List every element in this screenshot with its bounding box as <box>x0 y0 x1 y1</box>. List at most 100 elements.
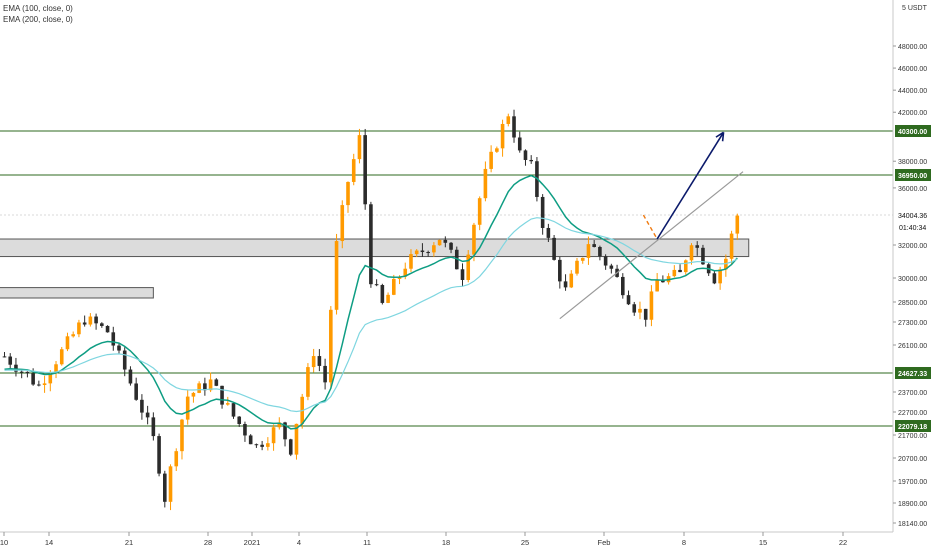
price-tick-label: 27300.00 <box>898 320 927 327</box>
level-price-badge[interactable] <box>895 366 931 379</box>
candle-body <box>351 159 356 182</box>
price-tick-label: 22700.00 <box>898 410 927 417</box>
candle-body <box>214 379 219 386</box>
candle-body <box>283 422 287 440</box>
candle-body <box>329 309 333 383</box>
candle-body <box>237 416 242 425</box>
ema100-legend[interactable]: EMA (100, close, 0) <box>3 4 73 13</box>
candle-body <box>575 260 579 274</box>
candle-body <box>54 364 58 374</box>
candle-body <box>495 148 499 152</box>
candle-body <box>414 250 419 255</box>
candle-body <box>517 137 522 151</box>
candle-body <box>185 396 190 420</box>
price-tick-label: 46000.00 <box>898 66 927 73</box>
candle-body <box>529 159 533 162</box>
time-tick-label: 22 <box>839 538 847 547</box>
candle-body <box>563 281 568 288</box>
ema200-legend[interactable]: EMA (200, close, 0) <box>3 15 73 24</box>
price-tick-label: 26100.00 <box>898 343 927 350</box>
candle-body <box>380 285 385 303</box>
candle-body <box>254 444 259 446</box>
candle-body <box>145 412 150 418</box>
supply-demand-zone[interactable] <box>0 238 750 258</box>
candle-body <box>94 316 98 324</box>
candle-body <box>552 237 556 260</box>
drawings-layer <box>559 131 744 320</box>
candle-body <box>277 422 282 428</box>
candle-body <box>598 246 602 257</box>
candle-body <box>655 280 659 292</box>
price-tick-label: 21700.00 <box>898 433 927 440</box>
candle-body <box>37 384 41 386</box>
candle-body <box>678 269 682 273</box>
ema200-line[interactable] <box>4 217 738 413</box>
level-price-badge[interactable] <box>895 125 931 137</box>
candle-body <box>288 439 293 455</box>
price-axis-bg <box>893 0 932 550</box>
candle-body <box>2 356 7 358</box>
time-axis[interactable]: 10 14 21 28 2021 4 11 18 25 Feb 8 15 22 <box>0 531 893 547</box>
price-tick-label: 44000.00 <box>898 88 927 95</box>
candle-body <box>323 365 327 383</box>
candle-body <box>621 276 625 296</box>
current-price-badge[interactable] <box>895 208 931 233</box>
candle-body <box>65 336 70 350</box>
time-tick-label: Feb <box>598 538 611 547</box>
candle-body <box>174 451 179 467</box>
candle-body <box>294 423 299 455</box>
price-tick-label: 20700.00 <box>898 456 927 463</box>
price-tick-label: 36000.00 <box>898 186 927 193</box>
candle-body <box>334 241 339 310</box>
candle-body <box>77 322 81 335</box>
level-price-label: 40300.00 <box>898 129 927 136</box>
candle-body <box>638 308 642 313</box>
candle-body <box>71 334 75 337</box>
candle-body <box>540 196 545 228</box>
candle-body <box>208 379 213 391</box>
candle-body <box>609 265 614 269</box>
candle-body <box>180 419 184 452</box>
candle-body <box>128 369 133 384</box>
forecast-arrow[interactable] <box>656 131 725 240</box>
candle-body <box>649 291 654 320</box>
candle-body <box>409 254 413 269</box>
candle-body <box>569 273 574 288</box>
candle-body <box>220 385 224 405</box>
level-price-badge[interactable] <box>895 419 931 432</box>
candle-body <box>191 392 196 397</box>
price-axis[interactable]: 5 USDT 48000.00 46000.00 44000.00 42000.00 38… <box>892 0 932 550</box>
candle-body <box>689 245 694 261</box>
candle-body <box>643 308 648 320</box>
candle-body <box>231 403 236 417</box>
candle-body <box>443 239 448 243</box>
candle-body <box>140 399 144 413</box>
candle-body <box>271 427 276 444</box>
candle-body <box>248 435 253 445</box>
candle-body <box>8 356 13 365</box>
candle-body <box>735 215 740 234</box>
current-price-label: 34004.36 <box>898 213 927 220</box>
candle-body <box>134 383 138 400</box>
forecast-pullback-dashed[interactable] <box>642 214 658 240</box>
price-tick-label: 18900.00 <box>898 501 927 508</box>
candle-body <box>632 304 637 313</box>
candle-body <box>546 227 551 238</box>
candle-body <box>683 260 688 273</box>
supply-demand-zone[interactable] <box>0 287 154 299</box>
candle-body <box>317 356 322 366</box>
candle-body <box>489 151 493 169</box>
candle-body <box>105 325 110 333</box>
candle-body <box>163 473 167 502</box>
time-tick-label: 10 <box>0 538 8 547</box>
zones-layer <box>0 238 750 299</box>
level-price-label: 36950.00 <box>898 173 927 180</box>
level-price-badge[interactable] <box>895 169 931 181</box>
candle-body <box>729 233 734 259</box>
ema100-line[interactable] <box>4 174 738 430</box>
candle-body <box>117 345 121 351</box>
price-tick-label: 23700.00 <box>898 390 927 397</box>
ascending-trendline[interactable] <box>559 171 744 320</box>
forecast-arrowhead <box>715 131 725 142</box>
